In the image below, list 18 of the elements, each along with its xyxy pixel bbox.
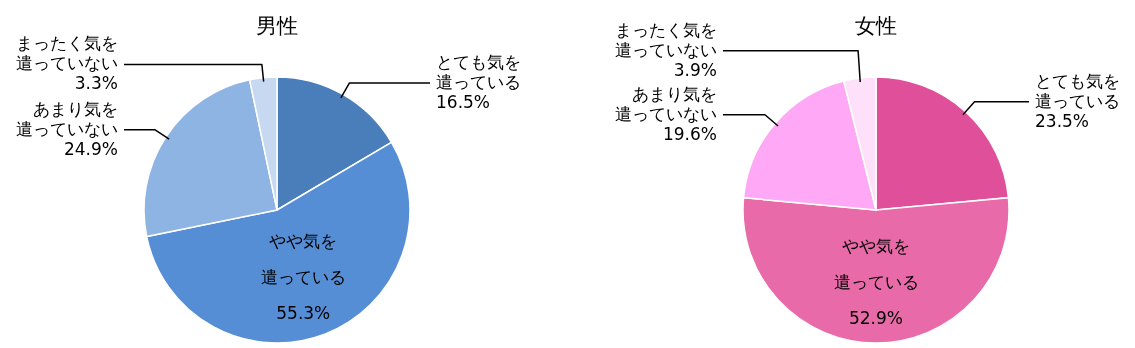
data-label: 23.5%	[1035, 110, 1090, 131]
slice-label: あまり気を遣っていない	[615, 83, 717, 124]
data-label: 16.5%	[436, 91, 491, 112]
slice-label: やや気を遣っている	[260, 231, 346, 288]
data-label: 3.9%	[673, 59, 717, 80]
chart-title: 男性	[256, 14, 298, 38]
data-label: 3.3%	[74, 73, 118, 94]
slice-label: まったく気を遣っていない	[16, 33, 118, 74]
chart-title: 女性	[855, 14, 897, 38]
data-label: 24.9%	[63, 138, 118, 159]
data-label: 55.3%	[276, 303, 331, 324]
slice-label: とても気を遣っている	[1035, 70, 1120, 111]
data-label: 19.6%	[662, 123, 717, 144]
slice-label: まったく気を遣っていない	[615, 19, 717, 60]
slice-label: やや気を遣っている	[833, 236, 919, 293]
data-label: 52.9%	[848, 308, 904, 329]
slice-label: とても気を遣っている	[436, 51, 521, 92]
slice-label: あまり気を遣っていない	[16, 98, 118, 139]
